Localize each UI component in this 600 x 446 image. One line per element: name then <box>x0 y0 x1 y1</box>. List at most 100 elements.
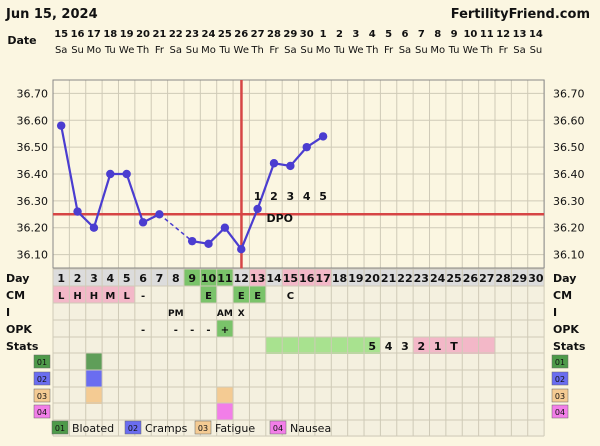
table-cell <box>445 286 463 303</box>
i-value: PM <box>168 309 184 319</box>
table-cell <box>527 387 545 404</box>
table-cell <box>298 303 315 320</box>
table-cell <box>134 303 152 320</box>
table-cell <box>314 286 332 303</box>
table-cell <box>233 370 250 387</box>
dpo-label: DPO <box>266 212 293 225</box>
table-cell <box>331 353 348 370</box>
table-cell <box>151 337 168 354</box>
date-number: 27 <box>251 29 265 40</box>
table-cell <box>167 403 184 420</box>
date-number: 18 <box>103 29 117 40</box>
cycle-day-number: 18 <box>332 272 347 285</box>
weekday-label: We <box>119 45 134 56</box>
weekday-label: Th <box>250 45 263 56</box>
cycle-day-number: 6 <box>139 272 147 285</box>
table-cell <box>265 403 283 420</box>
cm-cell <box>233 286 250 303</box>
table-cell <box>265 353 283 370</box>
weekday-label: Su <box>71 45 84 56</box>
table-cell <box>167 387 184 404</box>
date-number: 24 <box>202 29 216 40</box>
symptom-code-badge <box>551 404 569 419</box>
table-cell <box>347 403 365 420</box>
table-cell <box>478 387 495 404</box>
table-cell <box>331 420 348 437</box>
table-cell <box>167 370 184 387</box>
table-cell <box>282 370 299 387</box>
stats-cell <box>314 337 332 354</box>
symptom-code-text: 04 <box>37 408 47 417</box>
temp-point <box>269 159 279 168</box>
date-number: 22 <box>169 29 183 40</box>
date-number: 7 <box>418 29 425 40</box>
date-number: 13 <box>513 29 527 40</box>
day-cell <box>183 269 201 286</box>
cycle-day-number: 16 <box>299 272 315 285</box>
table-cell <box>364 387 381 404</box>
row-label-right: OPK <box>553 323 579 336</box>
symptom-code-badge <box>551 388 569 403</box>
symptom-code-text: 01 <box>37 358 47 367</box>
symptom-cell <box>85 353 103 370</box>
table-cell <box>298 286 315 303</box>
day-cell <box>527 269 545 286</box>
date-number: 30 <box>300 29 314 40</box>
cycle-day-number: 4 <box>106 272 114 285</box>
cycle-day-number: 10 <box>201 272 217 285</box>
y-tick-left: 36.50 <box>17 141 49 154</box>
table-cell <box>183 320 201 337</box>
table-cell <box>282 286 299 303</box>
table-cell <box>413 420 430 437</box>
cycle-day-number: 23 <box>414 272 429 285</box>
table-cell <box>364 353 381 370</box>
table-cell <box>134 403 152 420</box>
date-number: 1 <box>320 29 327 40</box>
y-tick-left: 36.10 <box>17 249 49 262</box>
table-cell <box>331 403 348 420</box>
cycle-day-number: 13 <box>250 272 265 285</box>
table-cell <box>429 286 446 303</box>
table-cell <box>183 370 201 387</box>
temp-line-segment <box>224 227 243 250</box>
table-cell <box>364 370 381 387</box>
day-cell <box>347 269 365 286</box>
weekday-label: Tu <box>333 45 345 56</box>
table-cell <box>69 320 86 337</box>
table-cell <box>494 370 512 387</box>
table-cell <box>69 370 86 387</box>
table-cell <box>249 353 266 370</box>
table-cell <box>233 320 250 337</box>
day-cell <box>364 269 381 286</box>
temp-point <box>155 210 164 219</box>
cm-value: H <box>73 291 81 302</box>
table-cell <box>53 337 70 354</box>
cm-value: L <box>123 291 130 302</box>
table-cell <box>183 286 201 303</box>
table-cell <box>265 320 283 337</box>
temp-point <box>286 161 295 171</box>
table-cell <box>102 403 119 420</box>
table-cell <box>151 403 168 420</box>
stats-value: 5 <box>368 340 376 353</box>
date-number: 19 <box>120 29 134 40</box>
stats-cell <box>364 337 381 354</box>
y-tick-right: 36.70 <box>553 87 585 100</box>
table-cell <box>380 370 397 387</box>
temp-point <box>237 245 246 254</box>
table-cell <box>314 387 332 404</box>
table-cell <box>331 320 348 337</box>
opk-value: - <box>141 325 145 336</box>
table-cell <box>462 353 479 370</box>
row-label-left: OPK <box>6 323 32 336</box>
table-cell <box>462 387 479 404</box>
opk-value: + <box>221 325 229 336</box>
table-cell <box>200 387 217 404</box>
day-cell <box>380 269 397 286</box>
legend-swatch <box>51 420 69 435</box>
temp-point <box>138 218 148 227</box>
table-cell <box>331 303 348 320</box>
temp-point <box>122 169 131 179</box>
row-label-right: CM <box>553 289 572 302</box>
stats-value: 4 <box>385 340 393 353</box>
